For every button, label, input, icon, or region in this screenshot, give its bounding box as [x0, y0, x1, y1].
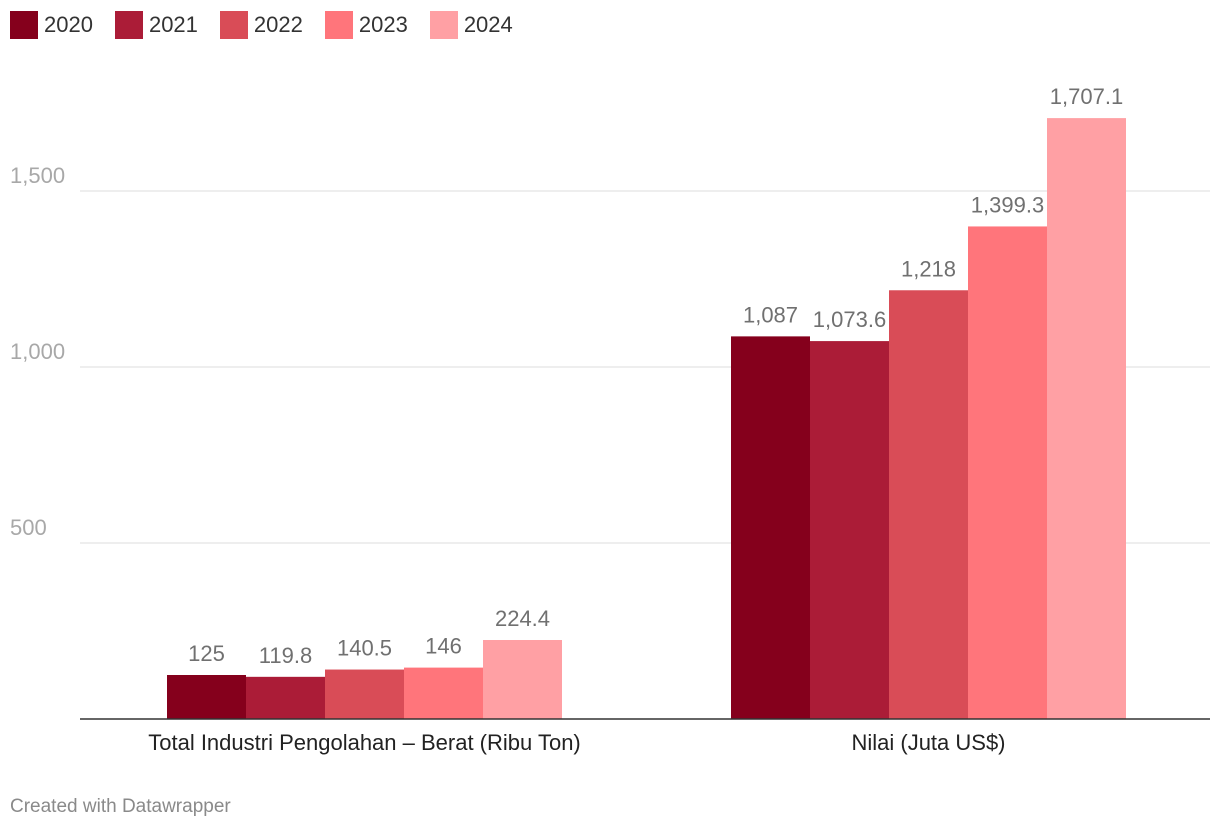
bar-value-label: 146: [425, 634, 462, 659]
bar-value-label: 140.5: [337, 636, 392, 661]
legend-label: 2022: [253, 12, 303, 37]
legend-label: 2023: [358, 12, 408, 37]
legend-item-2021: 2021: [114, 11, 198, 39]
bar: [731, 336, 810, 719]
bar: [968, 226, 1047, 719]
bar: [404, 667, 483, 719]
legend-item-2023: 2023: [324, 11, 408, 39]
legend-item-2024: 2024: [429, 11, 513, 39]
bar-value-label: 119.8: [259, 643, 312, 668]
bar-value-label: 1,087: [743, 302, 798, 327]
x-category-label: Total Industri Pengolahan – Berat (Ribu …: [148, 730, 581, 755]
legend-swatch: [219, 11, 248, 39]
legend-item-2020: 2020: [10, 11, 93, 39]
bar: [810, 341, 889, 719]
bar-chart: 500 1,000 1,500 125 119.8 140.5 146 224.4 Total …: [10, 84, 1210, 755]
bar-value-label: 224.4: [495, 606, 550, 631]
bar-value-label: 1,707.1: [1050, 84, 1123, 109]
legend-swatch: [114, 11, 143, 39]
y-tick-label: 1,500: [10, 163, 65, 188]
legend-item-2022: 2022: [219, 11, 303, 39]
legend-label: 2021: [148, 12, 198, 37]
y-tick-label: 500: [10, 515, 47, 540]
legend-swatch: [324, 11, 353, 39]
bar-value-label: 1,218: [901, 256, 956, 281]
bar: [483, 640, 562, 719]
legend-label: 2020: [44, 12, 93, 37]
bar: [889, 290, 968, 719]
bar: [1047, 118, 1126, 719]
bar-value-label: 125: [188, 641, 225, 666]
footer-credit: Created with Datawrapper: [10, 796, 231, 817]
bar: [246, 676, 325, 719]
legend-swatch: [10, 11, 38, 39]
chart-legend: 2020 2021 2022 2023 2024: [10, 10, 513, 40]
legend-swatch: [429, 11, 458, 39]
y-tick-label: 1,000: [10, 339, 65, 364]
bar-value-label: 1,073.6: [813, 307, 886, 332]
x-category-label: Nilai (Juta US$): [851, 730, 1005, 755]
bar-value-label: 1,399.3: [971, 192, 1044, 217]
legend-label: 2024: [463, 12, 513, 37]
bar: [325, 669, 404, 719]
bar: [167, 675, 246, 719]
